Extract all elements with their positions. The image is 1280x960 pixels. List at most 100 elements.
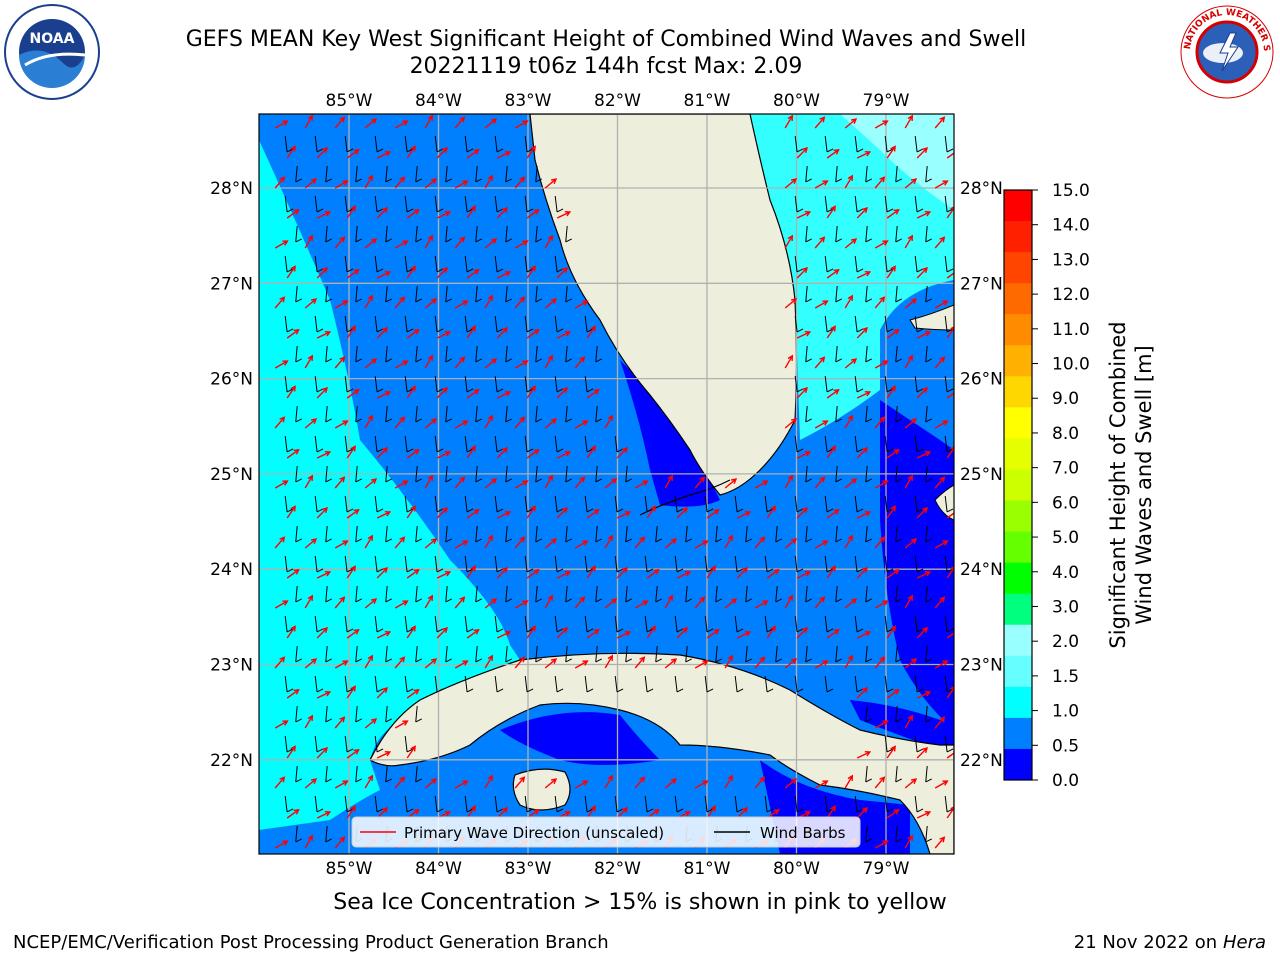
wind-barb (644, 675, 648, 692)
wind-barb (824, 195, 828, 212)
wind-barb (374, 735, 378, 752)
wind-barb-flag (826, 568, 834, 573)
wave-arrow (544, 778, 557, 789)
wind-barb-flag (556, 508, 564, 513)
wind-barb (434, 795, 438, 812)
wind-barb (584, 675, 588, 692)
wind-barb (295, 345, 298, 362)
wave-arrow (406, 506, 416, 519)
wind-barb-flag (466, 388, 474, 393)
wave-arrowhead (862, 686, 869, 693)
wind-barb-flag (565, 658, 572, 663)
wind-barb-flag (466, 328, 474, 333)
wind-barb-flag (835, 178, 842, 183)
lat-label-right: 23°N (960, 656, 1003, 676)
wind-barb (854, 315, 858, 332)
wave-arrowhead (430, 658, 438, 664)
wave-arrow (304, 475, 313, 489)
wind-barb (464, 675, 468, 692)
wave-arrowhead (324, 570, 332, 577)
wind-barb (314, 195, 318, 212)
wave-arrowhead (367, 414, 374, 421)
wind-barb (284, 735, 288, 752)
wind-barb (614, 435, 618, 452)
wind-barb (775, 525, 778, 542)
wind-barb-flag (856, 208, 864, 213)
lat-labels-left: 28°N27°N26°N25°N24°N23°N22°N (210, 179, 253, 771)
colorbar-segment (1004, 314, 1032, 346)
wind-barb-flag (946, 628, 954, 633)
wave-arrow (364, 118, 377, 129)
wave-arrow (574, 660, 588, 669)
wave-arrowhead (879, 776, 886, 783)
wave-arrowhead (290, 265, 296, 272)
wind-barb-flag (466, 568, 474, 573)
wind-barb (535, 225, 538, 242)
wind-barb (475, 165, 478, 182)
wind-barb (956, 406, 957, 422)
wave-arrow (754, 480, 768, 489)
wind-barb (824, 135, 828, 152)
wind-barb (505, 165, 508, 182)
wind-barb (325, 405, 328, 422)
wave-arrow (436, 627, 448, 639)
wind-barb-flag (295, 238, 302, 243)
wind-barb (584, 495, 588, 512)
wave-arrowhead (593, 509, 600, 515)
wind-barb-flag (826, 508, 834, 513)
wind-barb (805, 165, 808, 182)
wave-arrowhead (790, 658, 798, 664)
wind-barb (415, 225, 418, 242)
wave-arrow (364, 175, 373, 189)
wave-arrow (364, 718, 377, 729)
colorbar-tick-labels: 15.014.013.012.011.010.09.08.07.06.05.04… (1032, 181, 1090, 791)
lon-label-top: 83°W (505, 91, 552, 111)
wave-arrow (304, 658, 317, 669)
wave-arrow (274, 656, 285, 669)
wave-arrowhead (413, 569, 420, 575)
wind-barb-flag (835, 238, 842, 243)
wind-barb (565, 345, 568, 362)
wind-barb-flag (376, 448, 384, 453)
wave-arrowhead (384, 150, 392, 157)
wave-arrowhead (607, 534, 614, 541)
wind-barb (884, 315, 888, 332)
wind-barb-flag (415, 778, 422, 783)
wave-arrow (394, 176, 405, 189)
wave-arrowhead (293, 569, 300, 575)
wave-arrow (886, 569, 899, 579)
wave-arrowhead (773, 809, 780, 815)
wind-barb (314, 315, 318, 332)
wave-arrow (634, 776, 645, 789)
wave-arrow (694, 540, 708, 549)
wave-arrow (904, 715, 913, 729)
wind-barb-flag (385, 418, 392, 423)
wave-arrow (814, 660, 828, 669)
wind-barb (385, 225, 388, 242)
wave-arrow (556, 507, 568, 519)
wave-arrowhead (879, 416, 886, 423)
wave-arrow (424, 658, 437, 669)
wave-arrowhead (402, 240, 409, 246)
wind-barb (295, 825, 298, 842)
wind-barb (584, 315, 588, 332)
wave-arrowhead (850, 118, 858, 124)
wind-barb-flag (956, 839, 962, 842)
wave-arrowhead (382, 326, 389, 333)
wind-barb (385, 465, 388, 482)
wind-barb (404, 375, 408, 392)
wave-arrowhead (907, 594, 914, 601)
wave-arrow (346, 629, 359, 639)
wave-arrow (334, 660, 348, 669)
wind-barb-flag (436, 208, 444, 213)
wind-barb-flag (466, 808, 474, 813)
wind-barb (344, 375, 348, 392)
wave-arrow (796, 387, 808, 399)
wind-barb (865, 225, 868, 242)
wind-barb-flag (565, 538, 572, 543)
wave-arrow (736, 511, 751, 519)
wave-arrow (874, 720, 888, 729)
wind-barb (314, 735, 318, 752)
wave-arrowhead (504, 270, 512, 277)
wind-barb (914, 795, 918, 812)
